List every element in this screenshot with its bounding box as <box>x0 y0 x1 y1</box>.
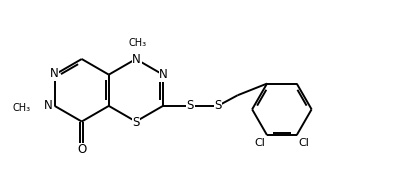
Text: N: N <box>50 67 58 80</box>
Text: N: N <box>44 99 53 112</box>
Text: S: S <box>132 116 139 129</box>
Text: CH₃: CH₃ <box>128 38 147 48</box>
Text: N: N <box>159 68 168 81</box>
Text: O: O <box>77 143 86 156</box>
Text: Cl: Cl <box>298 138 309 148</box>
Text: S: S <box>214 99 221 112</box>
Text: Cl: Cl <box>255 138 266 148</box>
Text: N: N <box>132 53 141 66</box>
Text: S: S <box>187 99 194 112</box>
Text: CH₃: CH₃ <box>13 103 31 113</box>
